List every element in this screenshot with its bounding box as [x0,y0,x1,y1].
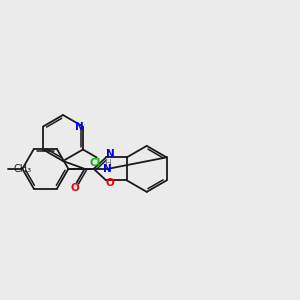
Text: O: O [106,178,115,188]
Text: H: H [104,159,111,168]
Text: Cl: Cl [89,158,100,167]
Text: N: N [103,164,112,174]
Text: N: N [106,149,115,159]
Text: N: N [74,122,83,131]
Text: CH₃: CH₃ [14,164,32,174]
Text: O: O [70,183,79,193]
